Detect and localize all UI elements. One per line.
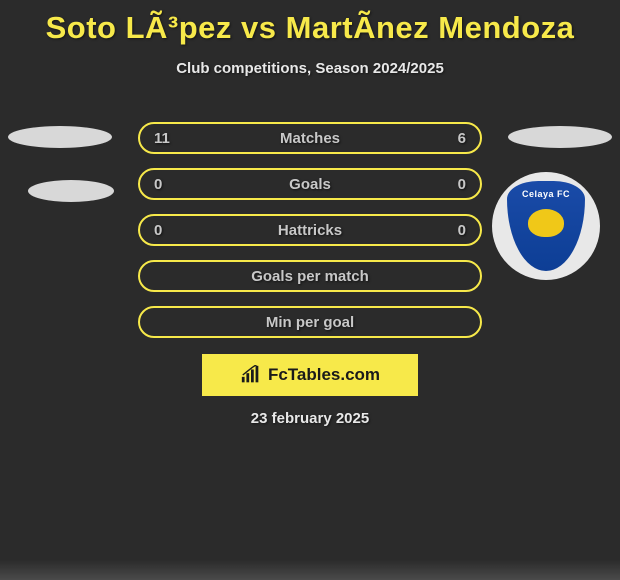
stat-right-value: 0 bbox=[442, 222, 466, 239]
stat-right-value: 0 bbox=[442, 176, 466, 193]
stat-label: Goals per match bbox=[251, 268, 369, 285]
attribution-box: FcTables.com bbox=[202, 354, 418, 396]
stat-row-goals-per-match: Goals per match bbox=[138, 260, 482, 292]
stat-left-value: 0 bbox=[154, 176, 178, 193]
stat-left-value: 11 bbox=[154, 130, 178, 147]
footer-gradient bbox=[0, 560, 620, 580]
chart-icon bbox=[240, 365, 262, 385]
date-label: 23 february 2025 bbox=[0, 410, 620, 427]
stat-right-value: 6 bbox=[442, 130, 466, 147]
stat-label: Hattricks bbox=[278, 222, 342, 239]
attribution-label: FcTables.com bbox=[268, 365, 380, 385]
club-shield-icon: Celaya FC bbox=[507, 181, 585, 271]
club-shield-emblem bbox=[528, 209, 564, 237]
player-right-badge-1 bbox=[508, 126, 612, 148]
stat-left-value: 0 bbox=[154, 222, 178, 239]
stat-row-goals: 0 Goals 0 bbox=[138, 168, 482, 200]
stat-label: Goals bbox=[289, 176, 331, 193]
season-subtitle: Club competitions, Season 2024/2025 bbox=[0, 60, 620, 77]
stat-label: Matches bbox=[280, 130, 340, 147]
stat-row-matches: 11 Matches 6 bbox=[138, 122, 482, 154]
player-left-badge-1 bbox=[8, 126, 112, 148]
stat-label: Min per goal bbox=[266, 314, 354, 331]
club-right-badge: Celaya FC bbox=[492, 172, 600, 280]
comparison-title: Soto LÃ³pez vs MartÃnez Mendoza bbox=[0, 0, 620, 46]
player-left-badge-2 bbox=[28, 180, 114, 202]
stats-container: 11 Matches 6 0 Goals 0 0 Hattricks 0 Goa… bbox=[138, 122, 482, 352]
club-shield-label: Celaya FC bbox=[522, 189, 570, 199]
stat-row-min-per-goal: Min per goal bbox=[138, 306, 482, 338]
stat-row-hattricks: 0 Hattricks 0 bbox=[138, 214, 482, 246]
